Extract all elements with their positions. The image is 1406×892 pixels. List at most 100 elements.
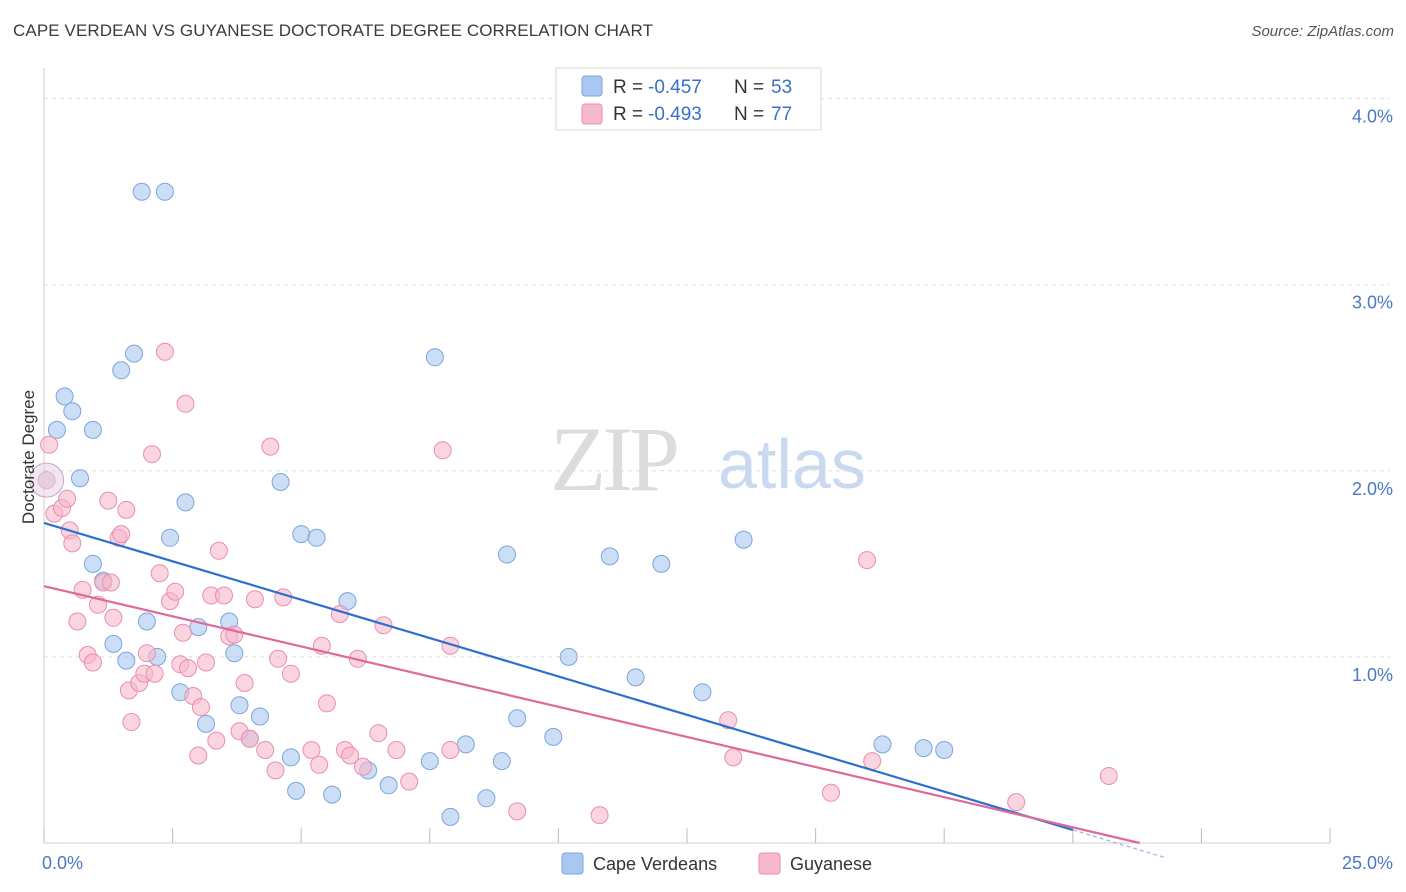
point-guyanese: [441, 741, 460, 759]
point-cape-verdean: [176, 493, 195, 512]
watermark-atlas: atlas: [718, 425, 866, 503]
chart-source: Source: ZipAtlas.com: [1251, 23, 1394, 40]
point-cape-verdean: [197, 714, 215, 733]
point-cape-verdean: [477, 789, 496, 808]
point-cape-verdean: [112, 361, 131, 380]
point-guyanese: [68, 612, 87, 631]
point-cape-verdean: [441, 807, 460, 826]
point-guyanese: [256, 741, 275, 759]
point-guyanese: [858, 551, 876, 570]
legend-box: R = -0.457 N = 53 R = -0.493 N = 77: [555, 67, 822, 131]
point-guyanese: [101, 573, 120, 592]
point-guyanese: [58, 489, 77, 508]
point-guyanese: [215, 586, 233, 605]
point-guyanese: [310, 755, 329, 774]
point-cape-verdean: [117, 651, 136, 670]
data-points: [29, 182, 1118, 826]
point-guyanese: [99, 491, 118, 510]
bottom-legend-swatch-cape-verdeans: [561, 852, 584, 875]
legend-swatch-cape-verdeans: [581, 75, 603, 97]
legend-r-value-1: -0.493: [648, 104, 702, 125]
point-cape-verdean: [734, 530, 753, 549]
point-guyanese: [83, 653, 102, 672]
grid-lines: [44, 98, 1390, 658]
point-guyanese: [112, 525, 131, 544]
point-guyanese: [166, 582, 185, 601]
point-guyanese: [143, 445, 161, 464]
watermark-zip: ZIP: [550, 408, 677, 510]
point-guyanese: [719, 711, 738, 730]
point-guyanese: [179, 659, 197, 678]
point-cape-verdean: [281, 748, 300, 767]
point-guyanese: [150, 564, 169, 583]
point-guyanese: [176, 394, 195, 413]
point-cape-verdean: [379, 776, 398, 795]
y-tick-label: 1.0%: [1352, 665, 1393, 685]
y-tick-label: 4.0%: [1352, 107, 1393, 127]
point-cape-verdean: [251, 707, 269, 726]
point-cape-verdean: [71, 469, 89, 488]
point-guyanese: [822, 783, 840, 802]
point-guyanese: [235, 674, 254, 692]
legend-n-label-1: N =: [734, 104, 764, 125]
point-guyanese: [122, 713, 141, 731]
point-guyanese: [1099, 767, 1118, 785]
point-cape-verdean: [225, 644, 244, 663]
point-guyanese: [724, 748, 743, 767]
point-cape-verdean: [292, 525, 311, 544]
point-guyanese: [863, 752, 882, 771]
point-guyanese: [104, 608, 123, 627]
point-guyanese: [173, 623, 192, 642]
x-tick-label-max: 25.0%: [1342, 853, 1393, 873]
legend-r-value-0: -0.457: [648, 77, 702, 98]
point-cape-verdean: [271, 473, 290, 491]
y-tick-label: 2.0%: [1352, 479, 1393, 499]
point-guyanese: [207, 731, 226, 750]
point-cape-verdean: [425, 348, 444, 367]
x-tick-label-min: 0.0%: [42, 853, 83, 873]
point-guyanese: [189, 746, 208, 765]
point-guyanese: [590, 806, 609, 825]
point-guyanese: [137, 644, 156, 663]
point-cape-verdean: [47, 420, 66, 439]
legend-n-value-0: 53: [771, 77, 792, 98]
point-guyanese: [197, 653, 215, 672]
point-guyanese: [1007, 793, 1026, 812]
point-cape-verdean: [873, 735, 892, 754]
point-cape-verdean: [104, 634, 123, 653]
point-cape-verdean: [83, 420, 102, 439]
point-guyanese: [117, 500, 136, 519]
point-cape-verdean: [161, 528, 179, 547]
bottom-legend: Cape Verdeans Guyanese: [561, 852, 872, 875]
point-guyanese: [266, 761, 285, 780]
point-cape-verdean: [914, 739, 933, 758]
point-cape-verdean: [132, 182, 151, 201]
point-cape-verdean: [230, 696, 249, 715]
y-tick-label: 3.0%: [1352, 293, 1393, 313]
point-cape-verdean: [600, 547, 619, 566]
trend-line-cape-verdeans: [43, 521, 1074, 832]
point-cape-verdean: [307, 528, 326, 547]
point-guyanese: [353, 757, 372, 776]
legend-swatch-guyanese: [581, 103, 603, 125]
point-overlap-large: [29, 462, 65, 498]
point-guyanese: [209, 541, 228, 560]
point-guyanese: [369, 724, 388, 743]
point-guyanese: [317, 694, 336, 713]
legend-r-label-1: R =: [613, 104, 643, 125]
bottom-legend-swatch-guyanese: [758, 852, 781, 875]
point-guyanese: [245, 590, 264, 609]
point-cape-verdean: [83, 554, 102, 573]
point-guyanese: [145, 664, 164, 683]
point-cape-verdean: [544, 727, 563, 746]
legend-r-label-0: R =: [613, 77, 643, 98]
tick-labels: 1.0% 2.0% 3.0% 4.0% 0.0% 25.0%: [42, 107, 1393, 873]
point-guyanese: [387, 741, 406, 759]
chart-title: CAPE VERDEAN VS GUYANESE DOCTORATE DEGRE…: [13, 21, 654, 40]
trend-lines: [43, 521, 1166, 859]
point-guyanese: [191, 698, 210, 717]
legend-n-label-0: N =: [734, 77, 764, 98]
point-cape-verdean: [508, 709, 527, 728]
point-guyanese: [40, 435, 59, 454]
point-guyanese: [269, 649, 288, 668]
